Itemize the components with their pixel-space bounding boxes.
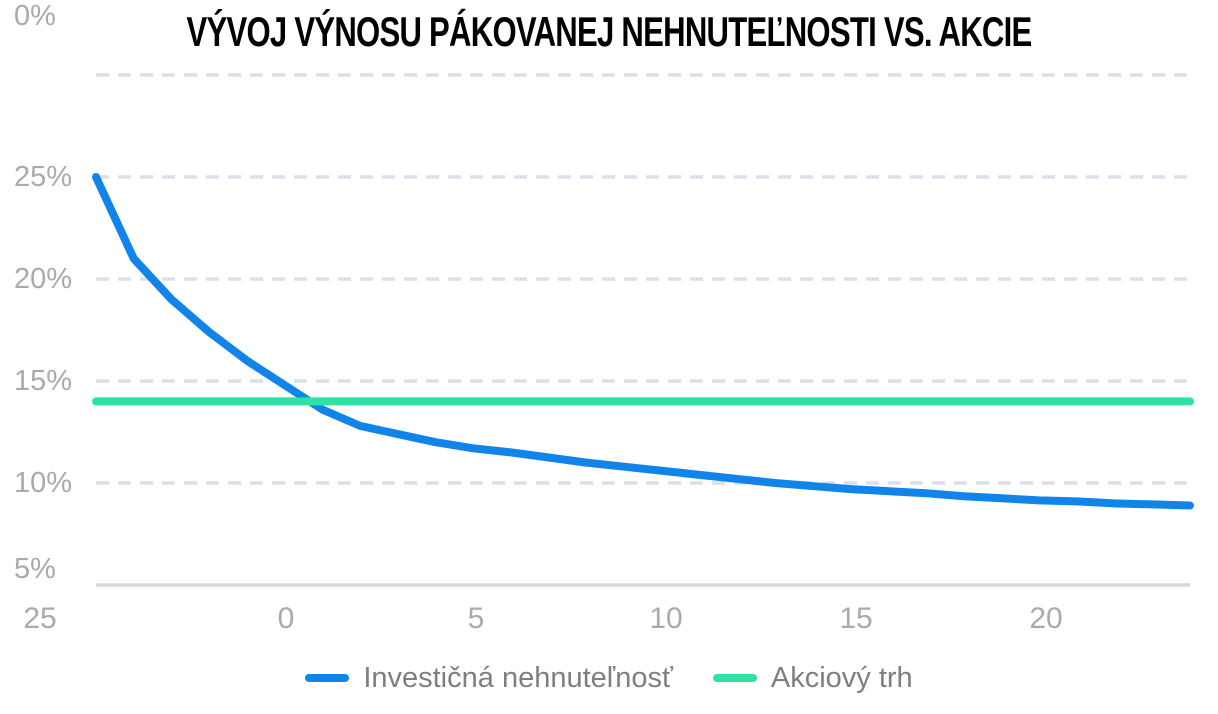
chart-title: VÝVOJ VÝNOSU PÁKOVANEJ NEHNUTEĽNOSTI VS.…	[186, 8, 1033, 55]
legend-item-akciovy-trh[interactable]: Akciový trh	[712, 661, 913, 695]
x-axis-tick-label: 15	[839, 602, 873, 635]
x-axis-tick-label: 25	[23, 602, 57, 635]
legend-line-icon	[712, 674, 757, 682]
y-axis-tick-label: 0%	[14, 0, 56, 32]
x-axis-tick-label: 20	[1029, 602, 1063, 635]
legend-line-icon	[305, 674, 350, 682]
x-axis-tick-label: 5	[467, 602, 485, 635]
legend-label: Akciový trh	[770, 661, 913, 694]
x-axis-tick-label: 0	[277, 602, 295, 635]
legend-item-investicna-nehnutelnost[interactable]: Investičná nehnuteľnosť	[305, 662, 673, 695]
y-axis-tick-label: 5%	[14, 553, 56, 585]
x-axis-tick-label: 10	[649, 602, 683, 635]
y-axis-tick-label: 20%	[14, 263, 73, 295]
series-line-1	[92, 173, 1194, 510]
y-axis-tick-label: 15%	[14, 365, 73, 397]
legend: Investičná nehnuteľnosť Akciový trh	[0, 654, 1218, 702]
y-axis-tick-label: 10%	[14, 467, 73, 499]
legend-label: Investičná nehnuteľnosť	[363, 661, 673, 694]
y-axis-tick-label: 25%	[14, 161, 73, 193]
